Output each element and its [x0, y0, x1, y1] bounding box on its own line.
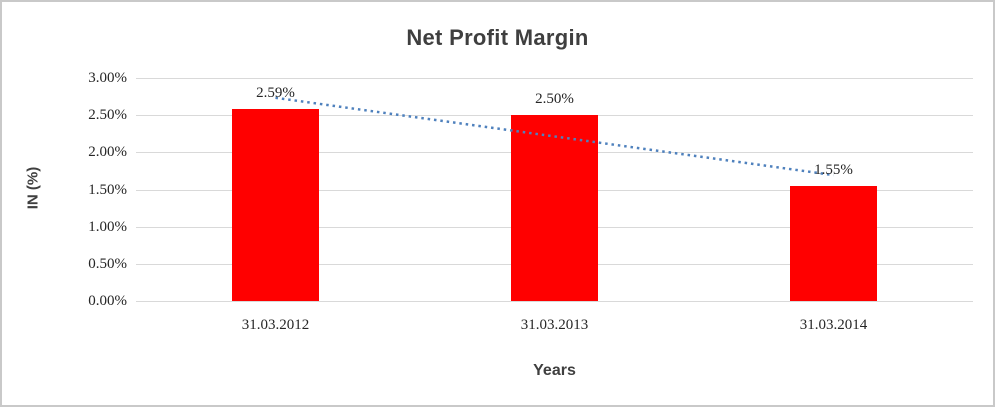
y-tick-label: 3.00%	[88, 70, 127, 86]
bar	[511, 115, 598, 301]
y-axis-title: IN (%)	[24, 166, 42, 210]
bar	[232, 108, 319, 301]
x-category-label: 31.03.2012	[241, 317, 310, 333]
y-tick-label: 2.50%	[88, 107, 127, 124]
y-tick-label: 0.00%	[88, 293, 127, 309]
x-category-label: 31.03.2013	[520, 317, 589, 333]
data-label: 2.59%	[256, 84, 295, 101]
x-axis-title: Years	[533, 362, 576, 379]
gridline	[136, 301, 973, 302]
y-tick-label: 2.00%	[88, 144, 127, 161]
x-category-label: 31.03.2014	[799, 317, 868, 333]
y-tick-label: 1.00%	[88, 218, 127, 235]
y-tick-label: 0.50%	[88, 255, 127, 272]
data-label: 1.55%	[814, 161, 853, 178]
chart-title: Net Profit Margin	[406, 25, 589, 50]
bar	[790, 185, 877, 301]
y-tick-label: 1.50%	[88, 181, 127, 198]
data-label: 2.50%	[535, 91, 574, 108]
gridline	[136, 78, 973, 79]
